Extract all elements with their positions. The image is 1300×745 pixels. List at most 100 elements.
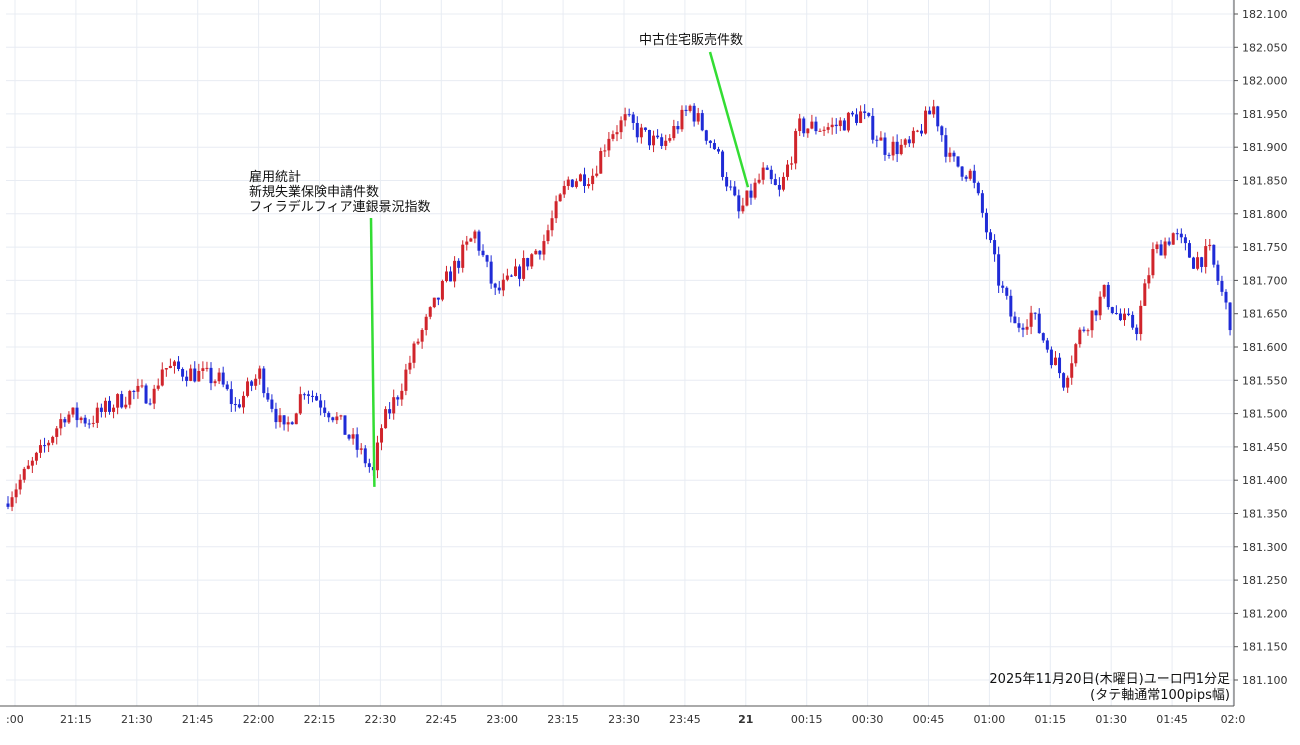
candle — [1029, 305, 1033, 335]
candle-body — [404, 369, 408, 391]
candle-body — [578, 174, 582, 182]
candle — [367, 458, 371, 473]
candle — [1082, 326, 1086, 333]
candle — [761, 162, 765, 185]
candle-body — [18, 479, 22, 490]
candle — [859, 105, 863, 124]
candle-body — [712, 143, 716, 150]
candle-body — [558, 194, 562, 202]
candle-body — [408, 362, 412, 370]
candle-body — [1021, 327, 1025, 330]
candle-body — [708, 140, 712, 144]
candle-body — [1025, 326, 1029, 330]
candle — [583, 167, 587, 193]
candle — [676, 121, 680, 134]
candle-body — [583, 174, 587, 187]
candle — [1005, 286, 1009, 300]
candle-body — [172, 361, 176, 366]
annotation-line-1: 雇用統計 — [249, 170, 302, 185]
candle-body — [749, 190, 753, 198]
candle-body — [432, 297, 436, 308]
candle — [274, 402, 278, 429]
candle-body — [428, 307, 432, 317]
candle-body — [315, 396, 319, 401]
candle-body — [769, 169, 773, 180]
candle — [124, 396, 128, 410]
candle — [615, 125, 619, 142]
price-tick-label: 181.450 — [1242, 441, 1288, 454]
candle-body — [647, 129, 651, 146]
candle — [526, 257, 530, 271]
candle-body — [481, 250, 485, 256]
candle — [1070, 355, 1074, 385]
candle — [883, 132, 887, 161]
candle — [842, 118, 846, 131]
time-tick-label: 21:30 — [121, 713, 153, 726]
candle-body — [282, 415, 286, 425]
candle-body — [327, 412, 331, 418]
candle-body — [91, 422, 95, 424]
candle — [440, 279, 444, 302]
candle — [1171, 232, 1175, 245]
candle — [1192, 256, 1196, 270]
candle — [574, 178, 578, 189]
candle-body — [201, 368, 205, 371]
candle-body — [607, 138, 611, 151]
candle-body — [1009, 295, 1013, 317]
candle-body — [964, 176, 968, 179]
candle — [311, 390, 314, 403]
candle-body — [546, 230, 550, 242]
candle — [1204, 238, 1208, 274]
candle-body — [38, 445, 42, 453]
candle-body — [274, 408, 278, 423]
candle — [907, 136, 911, 147]
candle-body — [1171, 233, 1175, 245]
candle — [47, 440, 51, 453]
candle-body — [664, 140, 668, 146]
candle-body — [1143, 283, 1147, 306]
candle — [132, 389, 136, 400]
candle — [672, 119, 676, 141]
candle — [668, 134, 672, 143]
candle — [692, 103, 696, 127]
candle — [67, 411, 71, 424]
candle — [319, 393, 323, 416]
candle-body — [132, 390, 136, 392]
candle — [172, 359, 176, 374]
chart-caption: 2025年11月20日(木曜日)ユーロ円1分足 (タテ軸通常100pips幅) — [989, 672, 1230, 704]
candle-body — [449, 271, 453, 282]
candle-body — [1175, 233, 1179, 235]
candle-body — [1001, 285, 1005, 288]
candle — [416, 338, 420, 346]
candle — [71, 407, 75, 418]
candle — [177, 356, 181, 372]
candle-body — [469, 238, 473, 242]
candle-body — [887, 154, 891, 156]
candle-body — [116, 394, 120, 408]
candle — [26, 460, 30, 470]
candle — [684, 105, 688, 117]
candle — [1001, 281, 1005, 293]
candle — [1009, 289, 1013, 323]
candle-body — [124, 404, 128, 408]
candle-body — [75, 407, 79, 421]
candle — [542, 234, 546, 261]
candle — [717, 146, 720, 154]
candle — [700, 109, 704, 132]
candle — [1058, 353, 1062, 379]
candle-body — [895, 141, 899, 155]
price-tick-label: 181.850 — [1242, 175, 1288, 188]
candle-body — [940, 126, 944, 136]
candle-body — [538, 250, 542, 255]
candle — [400, 383, 404, 406]
candle — [241, 391, 245, 414]
candle — [1127, 308, 1131, 317]
candle — [623, 107, 627, 127]
candle-body — [1053, 357, 1057, 366]
candle — [891, 136, 895, 161]
candle-body — [43, 445, 47, 447]
candle — [128, 389, 132, 409]
candle-body — [753, 182, 757, 198]
candle — [550, 210, 554, 237]
candle-body — [440, 281, 444, 300]
